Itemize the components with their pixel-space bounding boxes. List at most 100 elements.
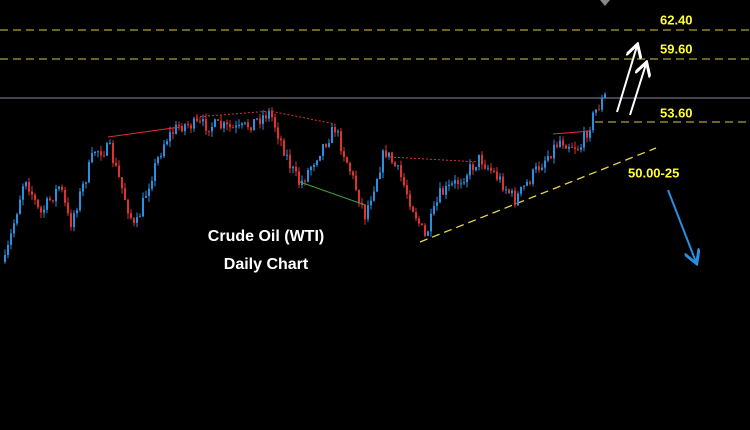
candle-body — [439, 188, 441, 203]
candle-body — [541, 167, 543, 170]
candle-body — [19, 199, 21, 215]
candle-body — [550, 156, 552, 159]
candle-body — [136, 217, 138, 223]
trend-line — [552, 130, 591, 135]
trend-line — [389, 156, 481, 163]
candle-body — [601, 98, 603, 110]
candle-body — [244, 122, 246, 124]
candle-body — [511, 190, 513, 193]
candle-body — [454, 180, 456, 184]
candle-body — [61, 186, 63, 190]
candle-body — [121, 177, 123, 189]
candle-body — [193, 118, 195, 129]
candle-body — [343, 151, 345, 158]
level-label: 53.60 — [660, 105, 693, 120]
candle-body — [232, 127, 234, 129]
candle-body — [235, 125, 237, 128]
candle-body — [415, 211, 417, 219]
candle-body — [394, 162, 396, 167]
candle-body — [586, 131, 588, 138]
candle-body — [22, 186, 24, 200]
candle-body — [16, 214, 18, 224]
candle-body — [70, 213, 72, 228]
candle-body — [487, 167, 489, 169]
candle-body — [286, 154, 288, 156]
candle-body — [499, 176, 501, 180]
candle-body — [598, 109, 600, 111]
candle-body — [178, 124, 180, 126]
candle-body — [25, 181, 27, 187]
candle-body — [322, 144, 324, 156]
candle-body — [115, 162, 117, 166]
candle-body — [52, 200, 54, 202]
candle-body — [250, 127, 252, 131]
candle-body — [463, 182, 465, 184]
candle-body — [397, 165, 399, 167]
candle-body — [496, 171, 498, 180]
candle-body — [175, 124, 177, 134]
candle-body — [226, 122, 228, 125]
candle-body — [532, 169, 534, 184]
candle-body — [337, 131, 339, 133]
candle-body — [262, 115, 264, 124]
candle-body — [592, 112, 594, 131]
candle-body — [79, 191, 81, 211]
candle-body — [196, 118, 198, 121]
candle-body — [163, 144, 165, 157]
candle-body — [529, 181, 531, 184]
trend-line — [419, 147, 657, 243]
candle-body — [565, 145, 567, 149]
candle-body — [13, 223, 15, 234]
candle-body — [562, 140, 564, 146]
candle-body — [358, 189, 360, 203]
candle-body — [55, 188, 57, 202]
candle-body — [481, 154, 483, 165]
candle-body — [49, 198, 51, 201]
candle-body — [355, 175, 357, 190]
candle-body — [73, 213, 75, 228]
level-label: 62.40 — [660, 12, 693, 27]
candle-body — [283, 140, 285, 156]
candle-body — [190, 125, 192, 129]
candle-body — [346, 157, 348, 163]
candle-body — [412, 206, 414, 212]
candle-body — [220, 120, 222, 129]
candle-body — [526, 181, 528, 186]
candle-body — [34, 194, 36, 200]
candle-body — [124, 188, 126, 200]
candle-body — [538, 166, 540, 170]
candle-body — [211, 126, 213, 132]
candle-body — [202, 119, 204, 122]
candle-body — [280, 138, 282, 141]
candle-body — [4, 255, 6, 262]
candle-body — [259, 118, 261, 124]
candle-body — [40, 207, 42, 213]
candle-body — [148, 188, 150, 196]
candles — [4, 92, 606, 264]
candle-body — [313, 165, 315, 167]
candle-body — [334, 127, 336, 133]
candle-body — [556, 144, 558, 147]
candle-body — [370, 200, 372, 206]
candle-body — [307, 170, 309, 182]
candle-body — [7, 244, 9, 256]
candle-body — [64, 189, 66, 203]
candle-body — [589, 130, 591, 138]
candle-body — [571, 146, 573, 148]
candle-body — [76, 210, 78, 214]
candle-body — [94, 151, 96, 154]
candle-body — [400, 165, 402, 178]
candle-body — [442, 188, 444, 195]
candle-body — [385, 150, 387, 157]
candle-body — [382, 150, 384, 173]
candle-body — [289, 154, 291, 169]
candle-body — [373, 191, 375, 201]
level-label: 59.60 — [660, 41, 693, 56]
candle-body — [253, 119, 255, 131]
level-label: 50.00-25 — [628, 165, 679, 180]
candle-body — [310, 166, 312, 171]
trend-line — [195, 110, 336, 125]
candle-body — [223, 122, 225, 129]
